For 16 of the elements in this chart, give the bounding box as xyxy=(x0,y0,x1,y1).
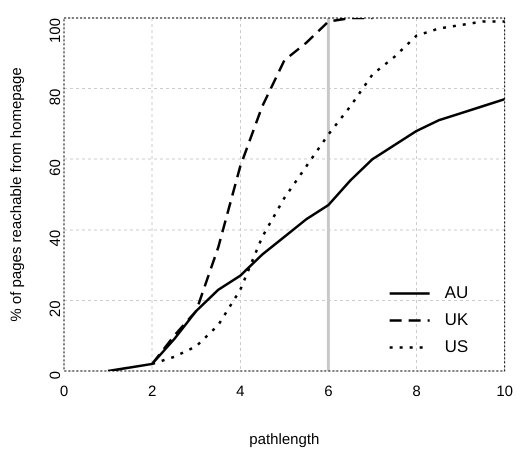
legend-label: US xyxy=(444,337,468,356)
y-tick-label: 20 xyxy=(47,300,64,318)
x-tick-label: 8 xyxy=(412,383,421,400)
legend-label: AU xyxy=(444,283,468,302)
x-tick-label: 2 xyxy=(148,383,156,400)
y-tick-label: 40 xyxy=(47,230,64,246)
x-tick-label: 10 xyxy=(496,383,513,400)
x-tick-label: 4 xyxy=(236,383,244,400)
y-axis-title: % of pages reachable from homepage xyxy=(8,67,26,322)
y-tick-label: 100 xyxy=(47,18,64,44)
x-axis-title: pathlength xyxy=(249,431,320,448)
x-tick-label: 6 xyxy=(324,383,333,400)
legend-label: UK xyxy=(444,310,469,330)
y-tick-label: 60 xyxy=(47,159,64,176)
y-tick-label: 0 xyxy=(47,371,64,380)
y-tick-label: 80 xyxy=(47,88,64,106)
